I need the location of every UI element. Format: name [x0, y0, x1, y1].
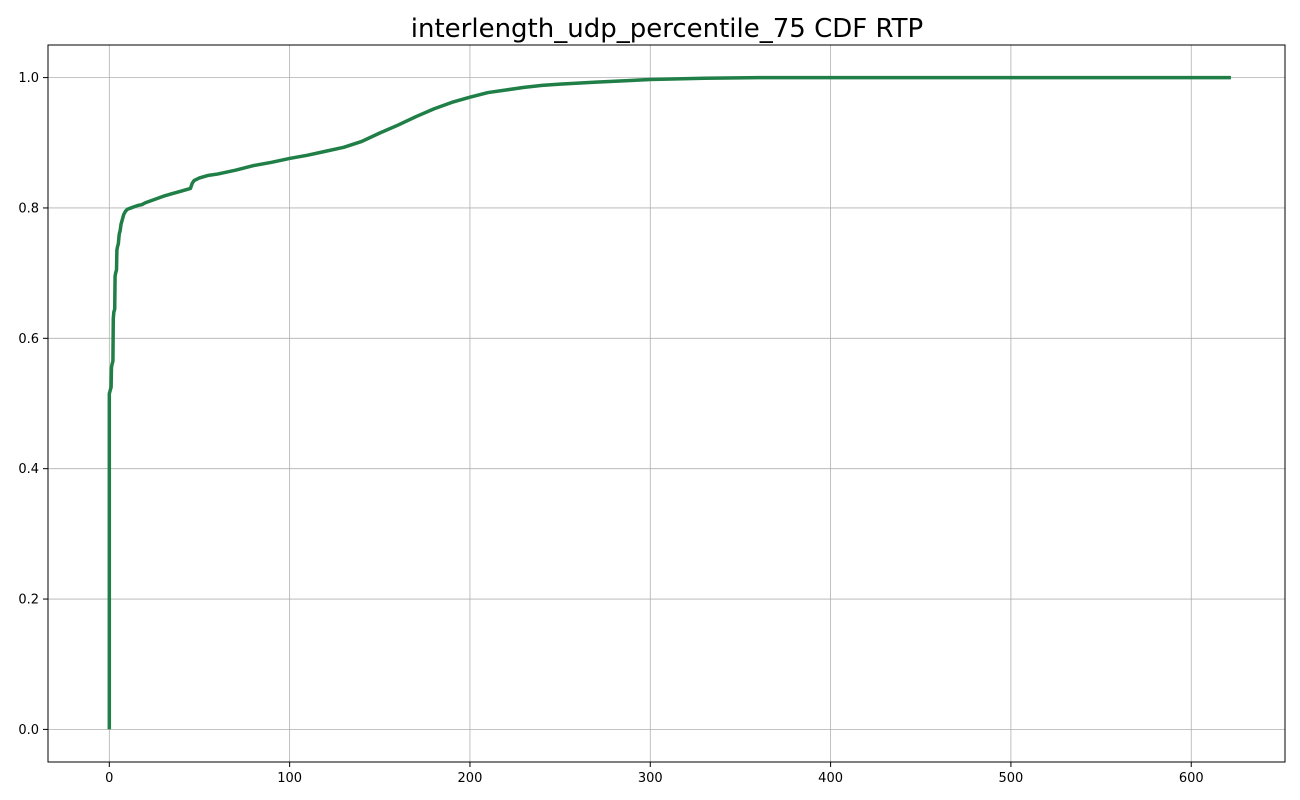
y-tick-label: 0.8 [18, 201, 39, 216]
axes [47, 44, 1286, 763]
y-tick-label: 0.0 [18, 723, 39, 738]
x-tick-label: 600 [1179, 771, 1204, 786]
x-tick-label: 200 [458, 771, 483, 786]
x-tick-label: 100 [277, 771, 302, 786]
cdf-series-line [107, 75, 1231, 730]
x-axis-ticks: 0 100 200 300 400 500 600 [105, 762, 1204, 786]
plot-frame [47, 44, 1286, 763]
y-tick-label: 1.0 [18, 71, 39, 86]
grid-lines [48, 45, 1285, 762]
x-tick-label: 400 [818, 771, 843, 786]
y-tick-label: 0.2 [18, 593, 39, 608]
y-axis-ticks: 0.0 0.2 0.4 0.6 0.8 1.0 [18, 71, 48, 738]
chart-title: interlength_udp_percentile_75 CDF RTP [411, 14, 923, 44]
y-tick-label: 0.6 [18, 332, 39, 347]
x-tick-label: 0 [105, 771, 113, 786]
x-tick-label: 300 [638, 771, 663, 786]
x-tick-label: 500 [998, 771, 1023, 786]
y-tick-label: 0.4 [18, 462, 39, 477]
series-layer [107, 75, 1231, 730]
